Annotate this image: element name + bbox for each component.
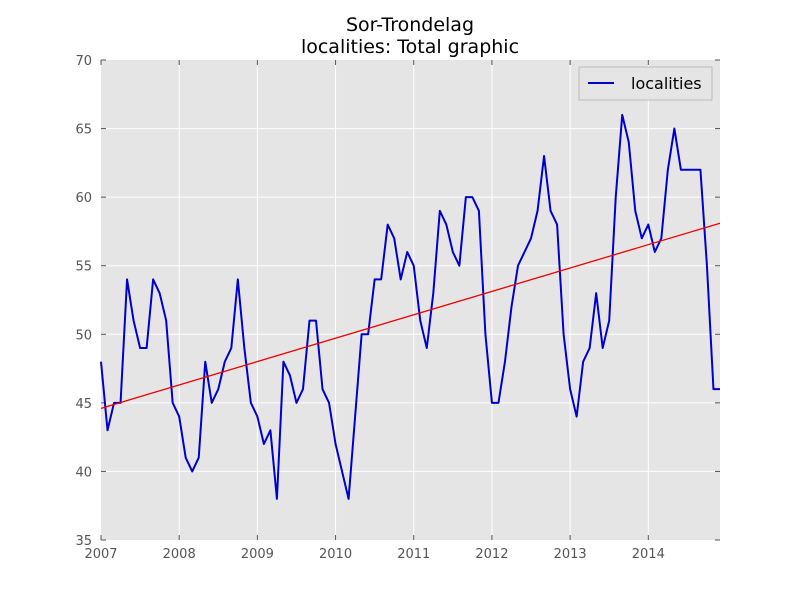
grid-lines (101, 60, 720, 540)
series-layer (100, 113, 721, 500)
tick-label-x: 2011 (397, 547, 430, 562)
tick-label-x: 2009 (241, 547, 274, 562)
tick-label-x: 2010 (319, 547, 352, 562)
chart-subtitle: localities: Total graphic (301, 36, 519, 58)
legend: localities (578, 66, 713, 101)
tick-label-x: 2008 (163, 547, 196, 562)
tick-label-y: 70 (75, 54, 92, 69)
tick-label-x: 2014 (632, 547, 665, 562)
legend-label-localities: localities (631, 74, 702, 93)
tick-label-y: 40 (75, 465, 92, 480)
tick-label-y: 50 (75, 328, 92, 343)
tick-label-x: 2012 (475, 547, 508, 562)
trend-line (100, 222, 721, 409)
tick-label-y: 60 (75, 191, 92, 206)
chart-title: Sor-Trondelag (346, 14, 474, 36)
plot-area (101, 60, 720, 540)
tick-label-y: 65 (75, 123, 92, 138)
tick-label-y: 55 (75, 260, 92, 275)
axis-ticks (100, 59, 720, 541)
tick-label-y: 35 (75, 534, 92, 549)
tick-labels: 35 40 45 50 55 60 65 70 2007 2008 2009 2010 2011 2012… (75, 54, 664, 562)
tick-label-y: 45 (75, 397, 92, 412)
tick-label-x: 2013 (554, 547, 587, 562)
tick-label-x: 2007 (84, 547, 117, 562)
